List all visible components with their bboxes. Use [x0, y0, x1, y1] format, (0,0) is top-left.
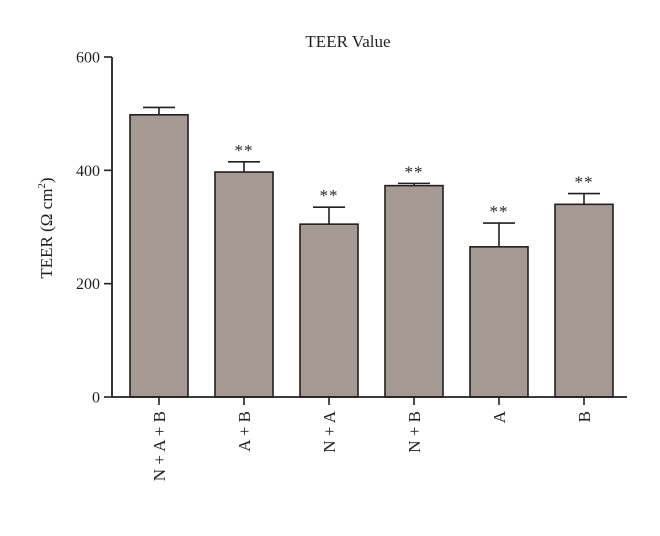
x-tick-label: A	[490, 410, 509, 423]
y-tick-label: 600	[76, 50, 100, 67]
x-tick-label: B	[575, 411, 594, 422]
bar	[469, 246, 529, 398]
bar	[129, 114, 189, 398]
y-axis-label-main: TEER (Ω cm	[37, 189, 56, 279]
x-tick-label: N + B	[405, 411, 424, 453]
significance-marker: **	[235, 141, 254, 160]
significance-marker: **	[490, 202, 509, 221]
bar	[384, 184, 444, 398]
chart-title: TEER Value	[305, 32, 390, 51]
significance-marker: **	[405, 162, 424, 181]
bar	[299, 223, 359, 398]
y-axis-label-close: )	[37, 177, 56, 183]
significance-marker: **	[320, 186, 339, 205]
x-tick-label: N + A + B	[150, 411, 169, 481]
y-axis-label-sup: 2	[36, 183, 48, 189]
x-tick-label: A + B	[235, 411, 254, 452]
y-axis-label: TEER (Ω cm2)	[36, 177, 56, 278]
x-tick-label: N + A	[320, 410, 339, 452]
bar	[214, 171, 274, 398]
plot-area: N + A + B ** A + B ** N + A ** N + B ** A ** B 0 200…	[76, 50, 627, 481]
y-tick-label: 400	[76, 163, 100, 180]
significance-marker: **	[575, 173, 594, 192]
y-tick-label: 200	[76, 276, 100, 293]
bar	[554, 203, 614, 398]
y-tick-label: 0	[92, 390, 100, 407]
